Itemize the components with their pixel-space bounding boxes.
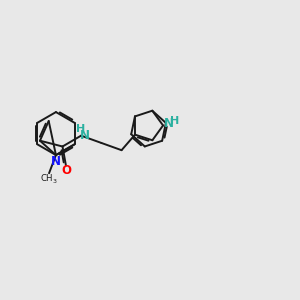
Text: 3: 3: [52, 179, 56, 184]
Text: N: N: [80, 129, 90, 142]
Text: N: N: [51, 155, 61, 168]
Text: O: O: [61, 164, 72, 177]
Text: H: H: [170, 116, 179, 126]
Text: CH: CH: [40, 174, 53, 183]
Text: N: N: [164, 118, 174, 130]
Text: H: H: [76, 124, 85, 134]
